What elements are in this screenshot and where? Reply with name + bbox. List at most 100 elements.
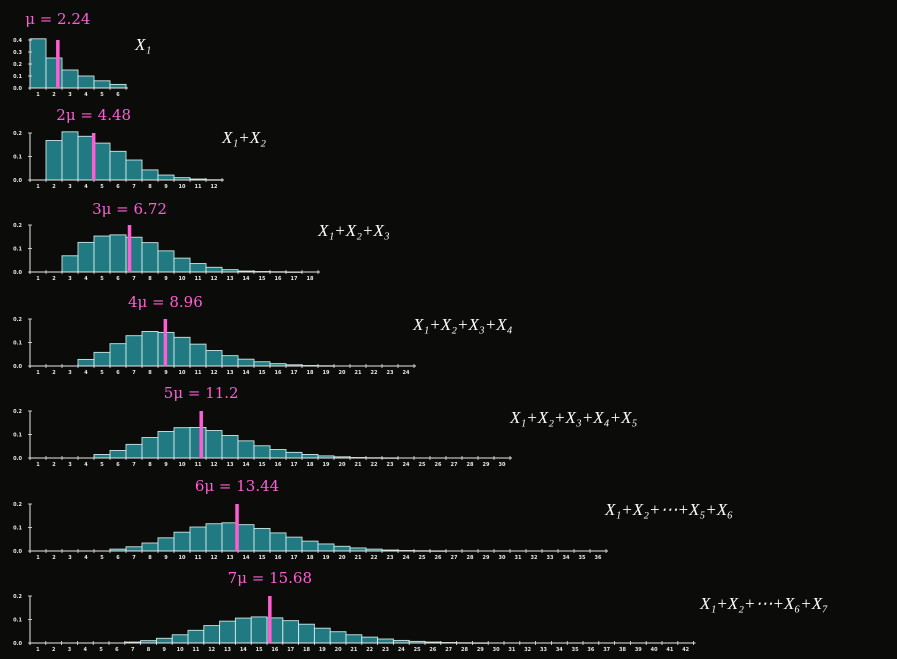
bar-23	[377, 638, 394, 644]
x-tick-label: 4	[84, 370, 88, 376]
bar-17	[285, 451, 303, 459]
bar-14	[234, 617, 252, 644]
bar-10	[173, 531, 191, 552]
y-tick-label: 0.2	[13, 409, 22, 415]
x-tick-label: 10	[179, 370, 186, 376]
bar-2	[45, 140, 63, 181]
x-tick-label: 30	[499, 462, 506, 468]
x-tick-label: 16	[275, 276, 282, 282]
y-tick-label: 0.2	[13, 62, 22, 68]
histogram-5: 1 2 3 4 5 6 7 8 9 10 11 12 13 14 15 16 17 18 19 20 21 22 23 24 2…	[13, 384, 637, 468]
bar-17	[282, 620, 300, 644]
bar-5	[93, 142, 111, 181]
bar-7	[125, 159, 143, 181]
bar-11	[189, 427, 207, 459]
x-tick-label: 3	[68, 92, 72, 98]
x-tick-label: 1	[36, 555, 40, 561]
bar-13	[221, 434, 239, 459]
x-tick-label: 1	[36, 647, 40, 653]
y-tick-label: 0.1	[13, 74, 22, 80]
x-tick-label: 13	[227, 555, 234, 561]
x-tick-label: 18	[307, 276, 314, 282]
y-tick-label: 0.0	[13, 641, 22, 647]
x-tick-label: 18	[303, 647, 310, 653]
x-tick-label: 2	[52, 92, 56, 98]
bar-12	[205, 266, 223, 273]
x-tick-label: 9	[163, 647, 167, 653]
bar-3	[61, 131, 79, 181]
x-tick-label: 8	[148, 370, 152, 376]
x-tick-label: 25	[414, 647, 421, 653]
x-tick-label: 6	[116, 370, 120, 376]
x-tick-label: 1	[36, 184, 40, 190]
bar-8	[141, 169, 159, 181]
y-tick-label: 0.0	[13, 178, 22, 184]
x-tick-label: 27	[445, 647, 452, 653]
x-tick-label: 22	[371, 462, 378, 468]
x-tick-label: 29	[483, 555, 490, 561]
x-tick-label: 26	[435, 462, 442, 468]
x-tick-label: 9	[164, 370, 168, 376]
x-tick-label: 18	[307, 462, 314, 468]
x-tick-label: 24	[403, 462, 410, 468]
x-tick-label: 17	[287, 647, 294, 653]
bar-22	[361, 636, 379, 644]
bar-9	[157, 174, 175, 181]
x-tick-label: 1	[36, 276, 40, 282]
x-tick-label: 13	[227, 370, 234, 376]
mean-label: 7μ = 15.68	[228, 569, 312, 587]
y-tick-label: 0.1	[13, 526, 22, 532]
x-tick-label: 10	[177, 647, 184, 653]
y-tick-label: 0.1	[13, 247, 22, 253]
bar-12	[203, 625, 221, 644]
x-tick-label: 11	[195, 555, 202, 561]
x-tick-label: 22	[371, 370, 378, 376]
bar-15	[253, 361, 271, 367]
bar-18	[301, 454, 319, 459]
x-tick-label: 10	[179, 276, 186, 282]
x-tick-label: 12	[211, 370, 218, 376]
x-tick-label: 16	[271, 647, 278, 653]
x-tick-label: 34	[556, 647, 563, 653]
histogram-3: 1 2 3 4 5 6 7 8 9 10 11 12 13 14 15 16 17 180.00.10.23μ =…	[13, 200, 390, 282]
x-tick-label: 20	[339, 462, 346, 468]
x-tick-label: 6	[116, 92, 120, 98]
bar-11	[189, 263, 207, 273]
x-tick-label: 5	[100, 184, 104, 190]
y-tick-label: 0.2	[13, 223, 22, 229]
x-tick-label: 23	[387, 370, 394, 376]
bar-12	[205, 350, 223, 367]
x-tick-label: 2	[52, 555, 56, 561]
x-tick-label: 14	[243, 276, 250, 282]
bar-7	[125, 443, 143, 459]
x-tick-label: 14	[243, 462, 250, 468]
bar-1	[29, 38, 47, 89]
x-tick-label: 8	[148, 555, 152, 561]
x-tick-label: 32	[531, 555, 538, 561]
bar-8	[141, 542, 159, 552]
x-tick-label: 39	[635, 647, 642, 653]
x-tick-label: 15	[259, 370, 266, 376]
bar-10	[173, 336, 191, 367]
bar-6	[109, 450, 127, 459]
x-tick-label: 19	[323, 555, 330, 561]
x-tick-label: 13	[227, 276, 234, 282]
x-tick-label: 7	[132, 276, 136, 282]
x-tick-label: 7	[131, 647, 135, 653]
x-tick-label: 5	[99, 647, 103, 653]
bar-10	[171, 634, 189, 644]
y-tick-label: 0.2	[13, 317, 22, 323]
x-tick-label: 26	[435, 555, 442, 561]
y-tick-label: 0.4	[13, 38, 22, 44]
x-tick-label: 1	[36, 462, 40, 468]
bar-8	[141, 242, 159, 273]
x-tick-label: 17	[291, 555, 298, 561]
x-tick-label: 11	[195, 462, 202, 468]
bar-13	[219, 620, 236, 644]
bar-5	[93, 454, 111, 459]
y-tick-label: 0.3	[13, 50, 22, 56]
x-tick-label: 3	[68, 184, 72, 190]
x-tick-label: 2	[52, 462, 56, 468]
bar-13	[221, 355, 239, 367]
